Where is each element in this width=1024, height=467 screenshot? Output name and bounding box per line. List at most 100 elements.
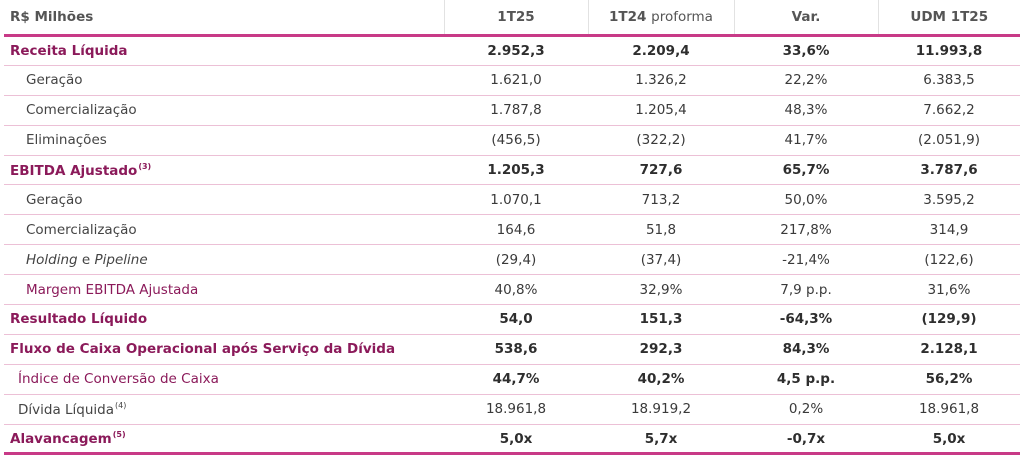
cell-1t25: 5,0x: [444, 424, 588, 456]
cell-var: 84,3%: [734, 334, 878, 365]
table-row: Geração 1.621,0 1.326,2 22,2% 6.383,5: [4, 65, 1020, 96]
cell-udm: 6.383,5: [878, 65, 1020, 96]
row-label: Alavancagem(5): [4, 424, 444, 456]
row-label-text: Dívida Líquida: [18, 401, 115, 418]
cell-1t24: 713,2: [588, 184, 734, 216]
cell-var: -21,4%: [734, 244, 878, 276]
cell-udm: (2.051,9): [878, 125, 1020, 156]
cell-udm: 7.662,2: [878, 95, 1020, 126]
row-label: Dívida Líquida(4): [4, 394, 444, 425]
row-label: Índice de Conversão de Caixa: [4, 364, 444, 395]
cell-1t25: 1.205,3: [444, 155, 588, 186]
financial-summary: R$ Milhões 1T25 1T24 proforma Var. UDM 1…: [4, 0, 1020, 456]
cell-1t24: 727,6: [588, 155, 734, 186]
cell-var: 217,8%: [734, 214, 878, 246]
table-row: Comercialização 164,6 51,8 217,8% 314,9: [4, 214, 1020, 246]
cell-var: 4,5 p.p.: [734, 364, 878, 395]
header-var: Var.: [733, 0, 878, 37]
cell-1t24: 5,7x: [588, 424, 734, 456]
cell-udm: 3.787,6: [878, 155, 1020, 186]
row-label-pipeline: Pipeline: [94, 251, 148, 268]
header-1t24-main: 1T24: [609, 9, 647, 25]
cell-1t25: 54,0: [444, 304, 588, 335]
cell-1t24: 18.919,2: [588, 394, 734, 425]
row-label: Geração: [4, 184, 444, 216]
header-row: R$ Milhões 1T25 1T24 proforma Var. UDM 1…: [4, 0, 1020, 37]
cell-udm: 31,6%: [878, 274, 1020, 306]
header-udm: UDM 1T25: [877, 0, 1020, 37]
cell-1t25: 44,7%: [444, 364, 588, 395]
row-label: Comercialização: [4, 95, 444, 126]
cell-1t24: 292,3: [588, 334, 734, 365]
table-header: R$ Milhões 1T25 1T24 proforma Var. UDM 1…: [4, 0, 1020, 37]
cell-1t25: 40,8%: [444, 274, 588, 306]
cell-1t25: 538,6: [444, 334, 588, 365]
cell-var: 65,7%: [734, 155, 878, 186]
cell-1t24: 1.326,2: [588, 65, 734, 96]
row-label: EBITDA Ajustado(3): [4, 155, 444, 186]
table-body: Receita Líquida 2.952,3 2.209,4 33,6% 11…: [4, 35, 1020, 456]
row-label: Receita Líquida: [4, 35, 444, 66]
row-label-text: EBITDA Ajustado: [10, 162, 138, 179]
table-row: Índice de Conversão de Caixa 44,7% 40,2%…: [4, 364, 1020, 395]
cell-1t24: 40,2%: [588, 364, 734, 395]
row-label: Fluxo de Caixa Operacional após Serviço …: [4, 334, 444, 365]
row-label: Eliminações: [4, 125, 444, 156]
table-row: Dívida Líquida(4) 18.961,8 18.919,2 0,2%…: [4, 394, 1020, 425]
cell-1t24: (37,4): [588, 244, 734, 276]
cell-udm: 11.993,8: [878, 35, 1020, 66]
cell-udm: (122,6): [878, 244, 1020, 276]
table-row: Alavancagem(5) 5,0x 5,7x -0,7x 5,0x: [4, 424, 1020, 456]
cell-1t25: 164,6: [444, 214, 588, 246]
header-1t25: 1T25: [443, 0, 588, 37]
table-row: Geração 1.070,1 713,2 50,0% 3.595,2: [4, 184, 1020, 216]
table-row: Fluxo de Caixa Operacional após Serviço …: [4, 334, 1020, 365]
footnote-ref: (5): [112, 430, 126, 440]
cell-1t24: 2.209,4: [588, 35, 734, 66]
cell-udm: 314,9: [878, 214, 1020, 246]
cell-udm: 5,0x: [878, 424, 1020, 456]
cell-1t24: 1.205,4: [588, 95, 734, 126]
table-row: EBITDA Ajustado(3) 1.205,3 727,6 65,7% 3…: [4, 155, 1020, 186]
cell-1t25: 1.621,0: [444, 65, 588, 96]
table-row: Holding e Pipeline (29,4) (37,4) -21,4% …: [4, 244, 1020, 276]
cell-var: 41,7%: [734, 125, 878, 156]
cell-udm: 3.595,2: [878, 184, 1020, 216]
cell-udm: 18.961,8: [878, 394, 1020, 425]
table-row: Eliminações (456,5) (322,2) 41,7% (2.051…: [4, 125, 1020, 156]
row-label: Holding e Pipeline: [4, 244, 444, 276]
cell-udm: 2.128,1: [878, 334, 1020, 365]
cell-1t24: 151,3: [588, 304, 734, 335]
table-row: Comercialização 1.787,8 1.205,4 48,3% 7.…: [4, 95, 1020, 126]
cell-1t25: 18.961,8: [444, 394, 588, 425]
cell-1t24: (322,2): [588, 125, 734, 156]
cell-1t25: 2.952,3: [444, 35, 588, 66]
header-label: R$ Milhões: [4, 0, 444, 37]
cell-var: 22,2%: [734, 65, 878, 96]
cell-var: 33,6%: [734, 35, 878, 66]
row-label: Geração: [4, 65, 444, 96]
cell-udm: 56,2%: [878, 364, 1020, 395]
cell-1t25: (456,5): [444, 125, 588, 156]
row-label: Comercialização: [4, 214, 444, 246]
cell-var: -0,7x: [734, 424, 878, 456]
cell-1t25: 1.787,8: [444, 95, 588, 126]
table-row: Receita Líquida 2.952,3 2.209,4 33,6% 11…: [4, 35, 1020, 66]
row-label-holding: Holding: [26, 251, 78, 268]
cell-var: 0,2%: [734, 394, 878, 425]
cell-var: 7,9 p.p.: [734, 274, 878, 306]
table-row: Margem EBITDA Ajustada 40,8% 32,9% 7,9 p…: [4, 274, 1020, 306]
footnote-ref: (3): [138, 161, 152, 171]
cell-udm: (129,9): [878, 304, 1020, 335]
footnote-ref: (4): [115, 400, 127, 410]
financial-table: R$ Milhões 1T25 1T24 proforma Var. UDM 1…: [4, 0, 1020, 456]
cell-var: 48,3%: [734, 95, 878, 126]
cell-1t24: 32,9%: [588, 274, 734, 306]
row-label: Resultado Líquido: [4, 304, 444, 335]
cell-1t25: 1.070,1: [444, 184, 588, 216]
row-label-text: Alavancagem: [10, 431, 112, 448]
cell-var: -64,3%: [734, 304, 878, 335]
table-row: Resultado Líquido 54,0 151,3 -64,3% (129…: [4, 304, 1020, 335]
header-1t24-sub: proforma: [651, 9, 713, 25]
cell-1t25: (29,4): [444, 244, 588, 276]
